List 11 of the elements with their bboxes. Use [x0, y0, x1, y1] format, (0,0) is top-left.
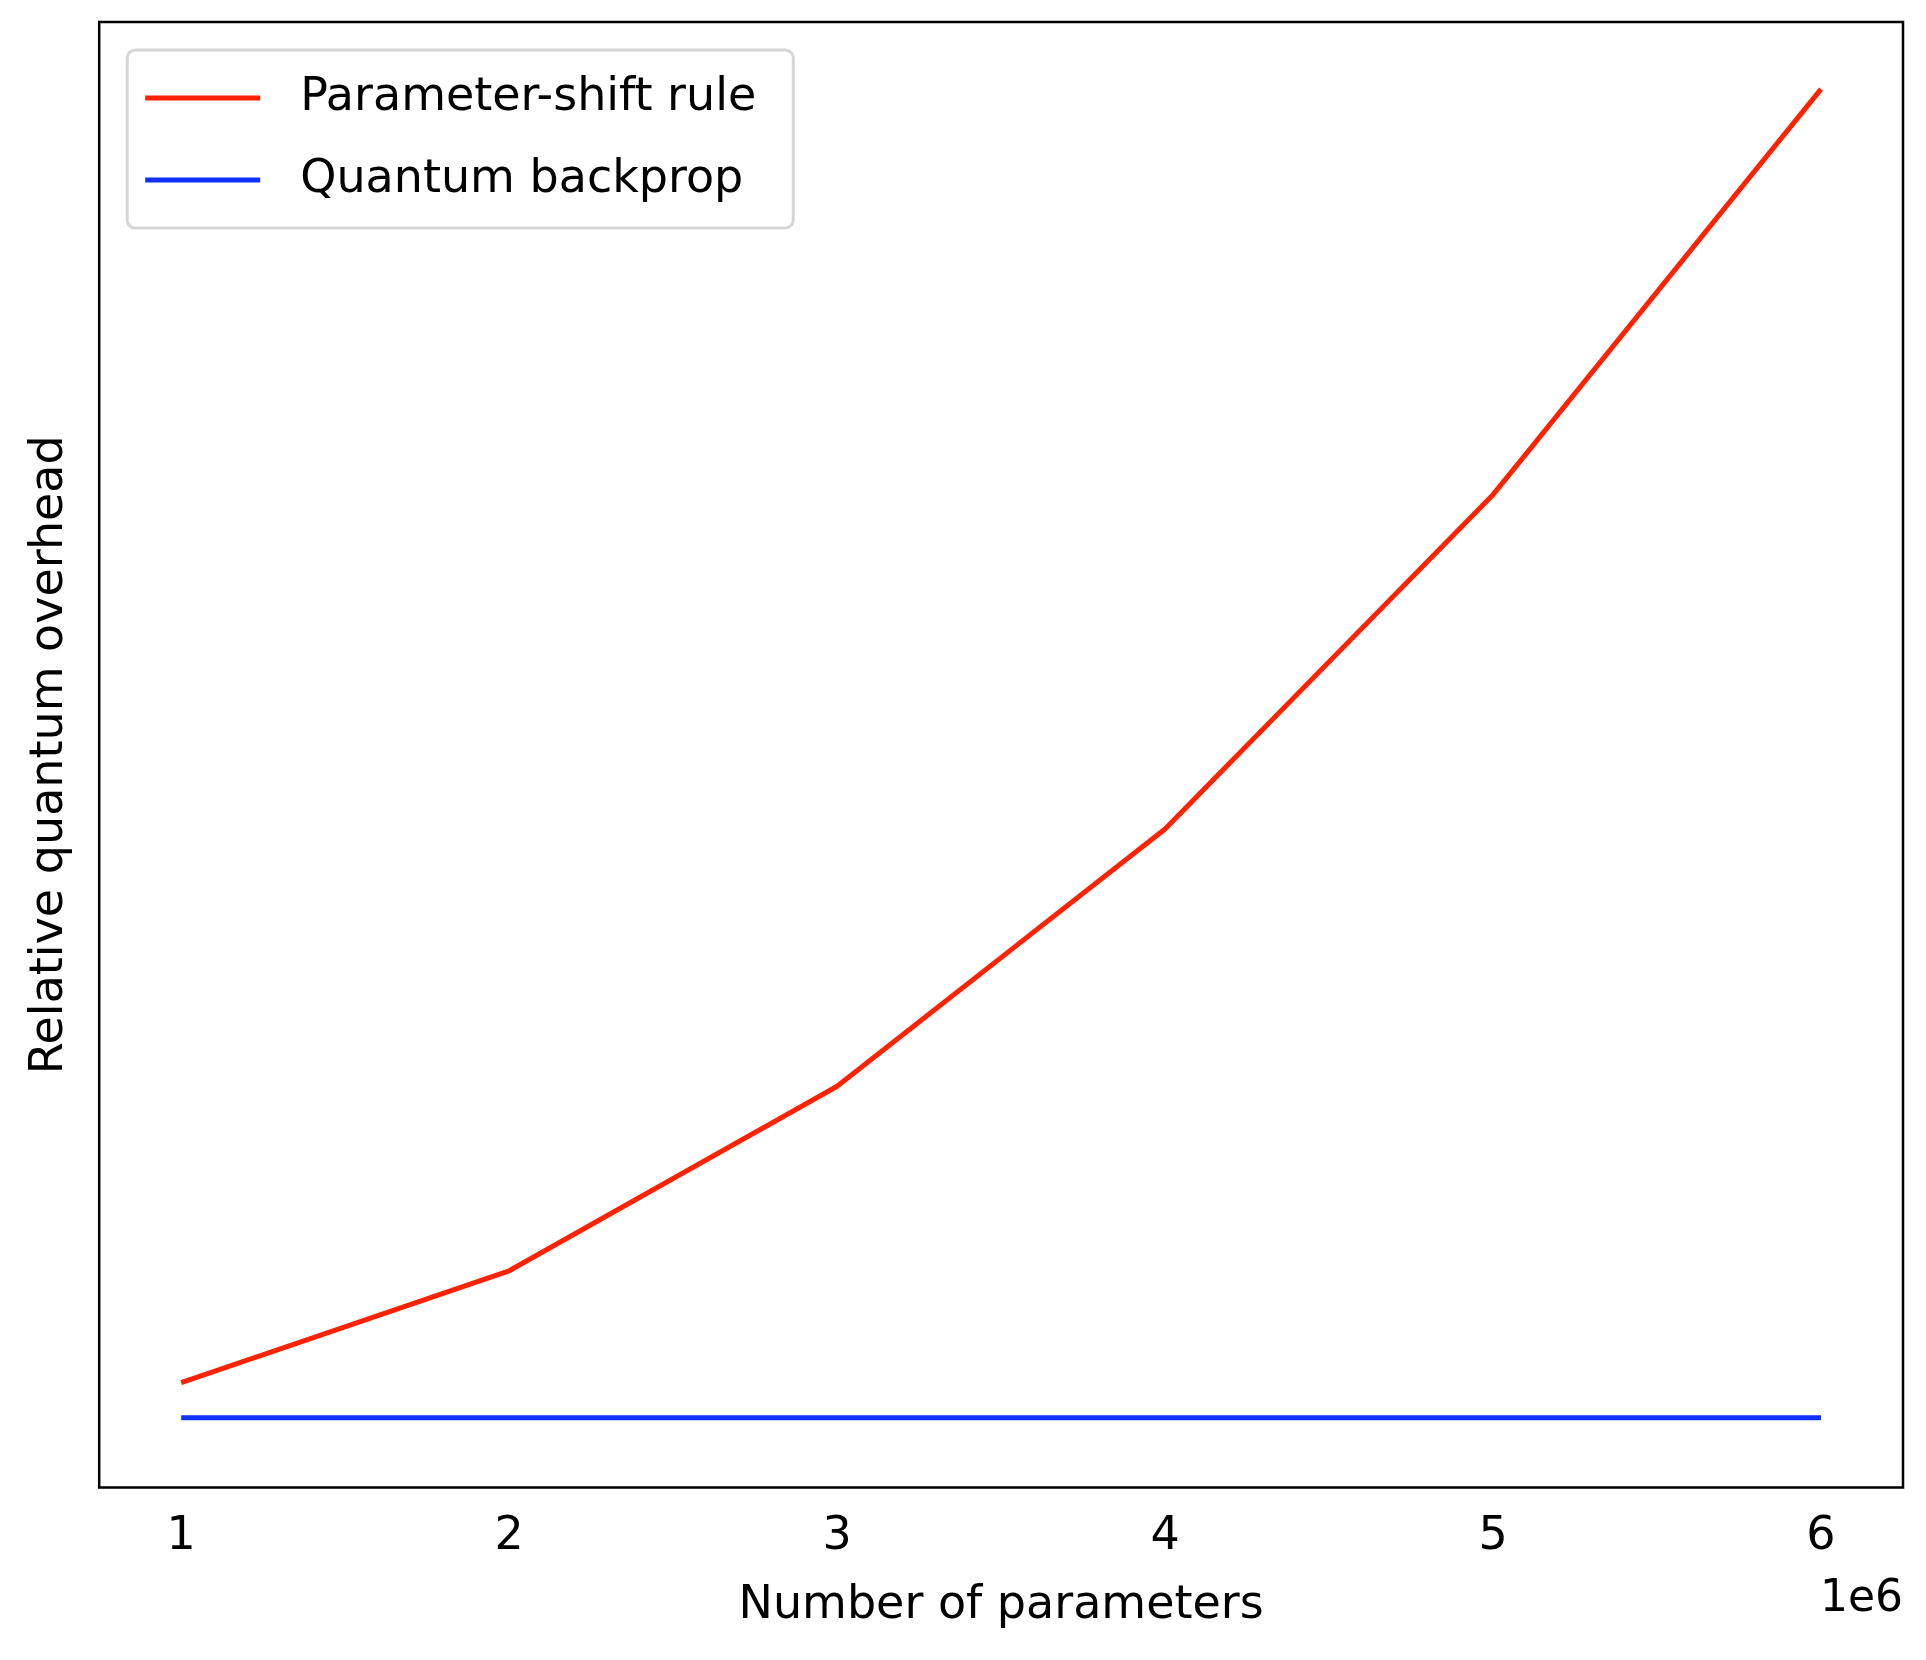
y-axis-title: Relative quantum overhead — [18, 435, 73, 1075]
x-tick-label: 6 — [1806, 1506, 1836, 1561]
x-axis-title: Number of parameters — [738, 1575, 1264, 1630]
x-tick-label: 1 — [166, 1506, 196, 1561]
legend-label: Parameter-shift rule — [300, 66, 757, 121]
text: 1e6 — [1819, 1570, 1903, 1622]
x-tick-label: 3 — [822, 1506, 852, 1561]
legend-label: Quantum backprop — [300, 148, 744, 203]
x-tick-label: 4 — [1150, 1506, 1180, 1561]
x-tick-label: 2 — [494, 1506, 524, 1561]
x-tick-label: 5 — [1478, 1506, 1508, 1561]
